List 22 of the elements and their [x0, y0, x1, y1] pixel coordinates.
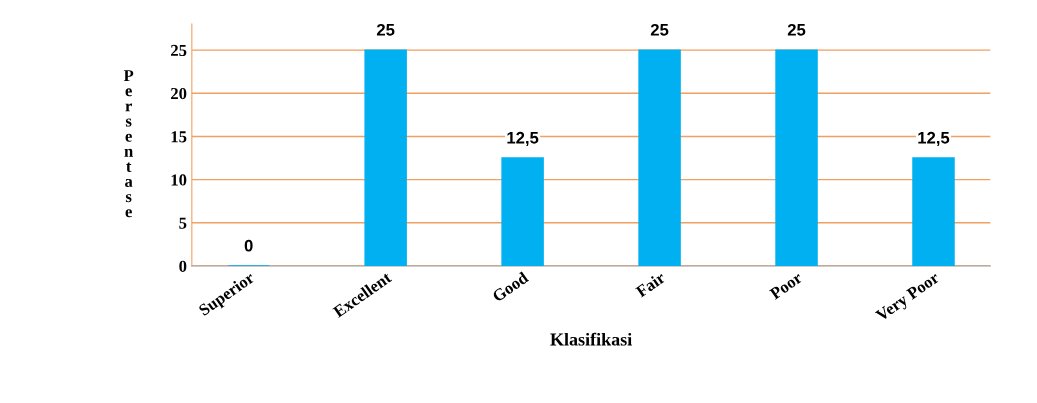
data-label: 12,5 [507, 131, 539, 147]
data-label: 0 [244, 239, 253, 252]
bar [638, 49, 681, 266]
bar [912, 157, 955, 266]
x-tick-label: Fair [634, 271, 667, 298]
bar [364, 49, 407, 266]
y-tick-label: 0 [179, 260, 187, 272]
data-label: 25 [650, 23, 669, 36]
y-tick-label: 5 [179, 217, 187, 229]
y-tick-label: 15 [171, 131, 187, 143]
bar [775, 49, 818, 266]
x-tick-label: Poor [769, 271, 803, 300]
data-label: 12,5 [918, 131, 950, 147]
y-tick-label: 20 [171, 87, 187, 100]
data-label: 25 [787, 23, 806, 36]
text: Persentase [123, 70, 134, 218]
x-tick-label: Very Poor [874, 271, 942, 325]
bar [501, 157, 544, 266]
data-label: 25 [376, 23, 395, 36]
y-tick-label: 25 [171, 44, 187, 57]
x-axis-title: Klasifikasi [550, 332, 632, 346]
y-tick-label: 10 [171, 174, 187, 186]
